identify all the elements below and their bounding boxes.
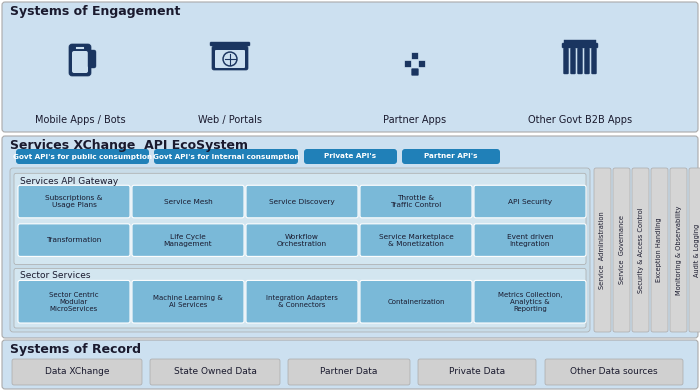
Text: Systems of Record: Systems of Record (10, 344, 141, 356)
Text: Exception Handling: Exception Handling (657, 218, 662, 282)
FancyBboxPatch shape (212, 46, 248, 70)
FancyBboxPatch shape (132, 280, 244, 323)
Text: Service Marketplace
& Monetization: Service Marketplace & Monetization (379, 234, 454, 246)
Text: Integration Adapters
& Connectors: Integration Adapters & Connectors (266, 295, 338, 308)
FancyBboxPatch shape (69, 44, 91, 76)
Text: Monitoring & Observability: Monitoring & Observability (676, 205, 682, 295)
Text: Private API's: Private API's (324, 154, 377, 160)
FancyBboxPatch shape (419, 60, 426, 67)
Text: Event driven
Integration: Event driven Integration (507, 234, 553, 246)
FancyBboxPatch shape (592, 48, 596, 74)
Text: Systems of Engagement: Systems of Engagement (10, 5, 181, 18)
Text: Mobile Apps / Bots: Mobile Apps / Bots (35, 115, 125, 125)
FancyBboxPatch shape (411, 68, 419, 76)
FancyBboxPatch shape (12, 359, 142, 385)
Text: Workflow
Orchestration: Workflow Orchestration (277, 234, 327, 246)
FancyBboxPatch shape (474, 280, 586, 323)
Text: Audit & Logging: Audit & Logging (694, 223, 700, 277)
FancyBboxPatch shape (562, 43, 598, 48)
FancyBboxPatch shape (412, 53, 419, 60)
Text: Private Data: Private Data (449, 367, 505, 376)
Text: Containerization: Containerization (387, 299, 444, 305)
Text: Data XChange: Data XChange (45, 367, 109, 376)
FancyBboxPatch shape (14, 268, 586, 328)
FancyBboxPatch shape (215, 50, 245, 68)
Text: Partner Data: Partner Data (321, 367, 378, 376)
FancyBboxPatch shape (360, 224, 472, 256)
FancyBboxPatch shape (402, 149, 500, 164)
FancyBboxPatch shape (474, 185, 586, 218)
FancyBboxPatch shape (246, 224, 358, 256)
Text: API Security: API Security (508, 199, 552, 205)
FancyBboxPatch shape (670, 168, 687, 332)
Text: Metrics Collection,
Analytics &
Reporting: Metrics Collection, Analytics & Reportin… (498, 292, 562, 312)
Text: Sector Services: Sector Services (20, 271, 90, 280)
Text: State Owned Data: State Owned Data (174, 367, 256, 376)
Text: Partner API's: Partner API's (424, 154, 477, 160)
FancyBboxPatch shape (594, 168, 611, 332)
Text: Service  Governance: Service Governance (619, 216, 624, 284)
FancyBboxPatch shape (304, 149, 397, 164)
Text: Service  Administration: Service Administration (599, 211, 605, 289)
Text: Sector Centric
Modular
MicroServices: Sector Centric Modular MicroServices (49, 292, 99, 312)
FancyBboxPatch shape (132, 224, 244, 256)
Text: Other Govt B2B Apps: Other Govt B2B Apps (528, 115, 632, 125)
FancyBboxPatch shape (632, 168, 649, 332)
FancyBboxPatch shape (584, 48, 589, 74)
FancyBboxPatch shape (246, 280, 358, 323)
Text: Life Cycle
Management: Life Cycle Management (164, 234, 212, 246)
FancyBboxPatch shape (132, 185, 244, 218)
Circle shape (223, 52, 237, 66)
FancyBboxPatch shape (88, 50, 96, 68)
FancyBboxPatch shape (613, 168, 630, 332)
Text: Services XChange  API EcoSystem: Services XChange API EcoSystem (10, 140, 248, 152)
Text: Web / Portals: Web / Portals (198, 115, 262, 125)
FancyBboxPatch shape (150, 359, 280, 385)
FancyBboxPatch shape (288, 359, 410, 385)
Text: Govt API's for public consumption: Govt API's for public consumption (13, 154, 152, 160)
Text: Transformation: Transformation (46, 237, 102, 243)
FancyBboxPatch shape (14, 173, 586, 264)
FancyBboxPatch shape (16, 149, 149, 164)
Text: Other Data sources: Other Data sources (570, 367, 658, 376)
FancyBboxPatch shape (360, 185, 472, 218)
FancyBboxPatch shape (570, 48, 575, 74)
FancyBboxPatch shape (545, 359, 683, 385)
Text: Throttle &
Traffic Control: Throttle & Traffic Control (391, 195, 442, 208)
FancyBboxPatch shape (246, 185, 358, 218)
FancyBboxPatch shape (154, 149, 298, 164)
Text: Machine Learning &
AI Services: Machine Learning & AI Services (153, 295, 223, 308)
Text: Services API Gateway: Services API Gateway (20, 177, 118, 186)
FancyBboxPatch shape (2, 136, 698, 338)
FancyBboxPatch shape (210, 42, 250, 46)
FancyBboxPatch shape (360, 280, 472, 323)
FancyBboxPatch shape (72, 51, 88, 73)
FancyBboxPatch shape (18, 185, 130, 218)
Circle shape (225, 53, 235, 64)
Text: Security & Access Control: Security & Access Control (638, 207, 643, 293)
FancyBboxPatch shape (2, 340, 698, 389)
FancyBboxPatch shape (651, 168, 668, 332)
FancyBboxPatch shape (564, 40, 596, 43)
FancyBboxPatch shape (2, 2, 698, 132)
FancyBboxPatch shape (18, 280, 130, 323)
FancyBboxPatch shape (405, 60, 412, 67)
Text: Service Mesh: Service Mesh (164, 199, 212, 205)
FancyBboxPatch shape (564, 48, 568, 74)
FancyBboxPatch shape (578, 48, 582, 74)
Text: Service Discovery: Service Discovery (269, 199, 335, 205)
FancyBboxPatch shape (418, 359, 536, 385)
FancyBboxPatch shape (10, 168, 590, 332)
FancyBboxPatch shape (18, 224, 130, 256)
Text: Govt API's for Internal consumption: Govt API's for Internal consumption (153, 154, 300, 160)
Text: Subscriptions &
Usage Plans: Subscriptions & Usage Plans (46, 195, 103, 208)
Text: Partner Apps: Partner Apps (384, 115, 447, 125)
FancyBboxPatch shape (474, 224, 586, 256)
FancyBboxPatch shape (689, 168, 700, 332)
